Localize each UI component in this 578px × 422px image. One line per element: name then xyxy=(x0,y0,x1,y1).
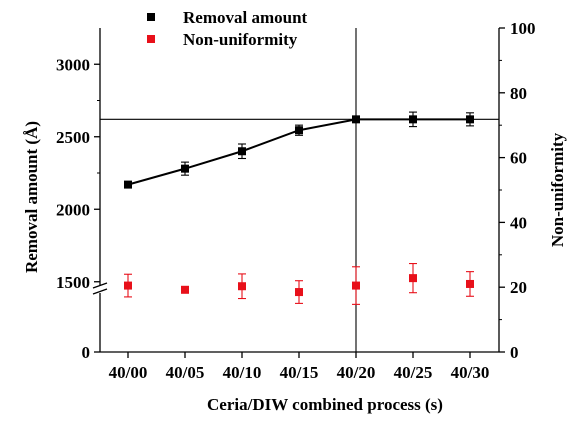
data-point xyxy=(352,115,360,124)
x-tick-label: 40/30 xyxy=(451,363,490,382)
data-point xyxy=(295,126,303,135)
axis-break-mark xyxy=(92,288,108,295)
x-tick-label: 40/15 xyxy=(280,363,319,382)
right-tick-label: 20 xyxy=(510,278,527,297)
x-tick-label: 40/25 xyxy=(394,363,433,382)
legend-marker xyxy=(147,13,155,21)
data-point xyxy=(238,147,246,156)
data-point xyxy=(238,282,246,291)
left-tick-label: 2000 xyxy=(56,200,90,219)
data-point xyxy=(295,288,303,297)
legend-label: Removal amount xyxy=(183,8,308,27)
legend-label: Non-uniformity xyxy=(183,30,298,49)
right-tick-label: 0 xyxy=(510,343,519,362)
x-tick-label: 40/20 xyxy=(337,363,376,382)
axis-break-gap xyxy=(94,285,106,293)
x-tick-label: 40/10 xyxy=(223,363,262,382)
data-point xyxy=(124,281,132,290)
data-point xyxy=(352,281,360,290)
right-axis-title: Non-uniformity xyxy=(548,132,567,247)
legend: Removal amount Non-uniformity xyxy=(147,8,308,49)
right-tick-label: 100 xyxy=(510,19,536,38)
series-1 xyxy=(124,262,474,305)
left-axis: 0 1500 2000 2500 3000 xyxy=(56,55,100,362)
data-point xyxy=(181,285,189,294)
data-point xyxy=(181,164,189,173)
data-point xyxy=(466,115,474,124)
left-tick-label: 0 xyxy=(82,343,91,362)
series-0 xyxy=(124,111,474,189)
x-axis-title: Ceria/DIW combined process (s) xyxy=(207,395,443,414)
left-tick-label: 2500 xyxy=(56,128,90,147)
right-tick-label: 80 xyxy=(510,84,527,103)
axis-break-mark xyxy=(92,282,108,289)
data-point xyxy=(124,180,132,189)
data-point xyxy=(409,274,417,283)
legend-marker xyxy=(147,35,155,43)
data-point xyxy=(409,115,417,124)
left-axis-title: Removal amount (Å) xyxy=(22,121,41,273)
series-layer xyxy=(124,111,474,305)
left-tick-label: 1500 xyxy=(56,273,90,292)
right-tick-label: 60 xyxy=(510,149,527,168)
x-axis: 40/00 40/05 40/10 40/15 40/20 40/25 40/30 xyxy=(109,352,490,382)
data-point xyxy=(466,279,474,288)
right-tick-label: 40 xyxy=(510,213,527,232)
x-tick-label: 40/00 xyxy=(109,363,148,382)
left-tick-label: 3000 xyxy=(56,55,90,74)
right-axis: 0 20 40 60 80 100 xyxy=(499,19,536,362)
x-tick-label: 40/05 xyxy=(166,363,205,382)
